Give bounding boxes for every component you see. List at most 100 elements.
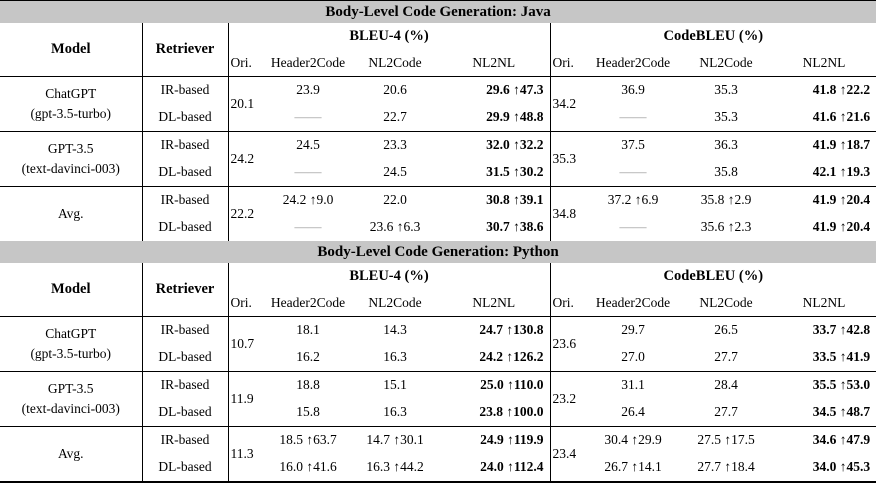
metric-cell: 26.7 ↑14.1 [586,454,680,483]
metric-cell: 41.6 ↑21.6 [812,109,871,125]
metric-cell: —— [294,219,322,235]
metric-cell: 30.8 ↑39.1 [438,186,550,214]
retriever-cell: IR-based [141,131,228,159]
metric-cell: 28.4 [680,371,772,399]
metric-cell: 35.8 ↑2.9 [680,186,772,214]
metric-cell: 16.3 ↑44.2 [352,454,438,483]
metric-cell: 27.0 [621,349,645,365]
metric-cell: 37.5 [586,131,680,159]
codebleu-ori-cell: 34.8 [549,186,586,241]
subheader-nl2code: NL2Code [699,54,753,70]
metric-cell: 26.5 [680,316,772,344]
metric-cell: —— [294,164,322,180]
col-header-model: Model [51,41,91,58]
metric-cell: 15.1 [352,371,438,399]
metric-cell: 24.7 ↑130.8 [438,316,550,344]
col-header-model: Model [51,281,91,298]
metric-cell: 31.5 ↑30.2 [486,164,544,180]
metric-cell: 29.9 ↑48.8 [486,109,544,125]
subheader-nl2code: NL2Code [368,294,422,310]
bleu-ori-cell: 24.2 [227,131,264,187]
codebleu-ori-cell: 23.6 [549,316,586,372]
col-header-retriever: Retriever [141,263,228,317]
retriever-cell: DL-based [141,159,228,187]
metric-cell: 16.3 [383,349,407,365]
metric-cell: 36.3 [680,131,772,159]
metric-cell: 24.2 ↑126.2 [479,349,544,365]
subheader-ori: Ori. [227,290,264,317]
metric-cell: 33.5 ↑41.9 [812,349,871,365]
model-cell: GPT-3.5 (text-davinci-003) [0,131,142,187]
metric-cell: —— [619,219,647,235]
metric-cell: 27.5 ↑17.5 [680,426,772,454]
subheader-header2code: Header2Code [595,294,671,310]
metric-cell: 33.7 ↑42.8 [772,316,876,344]
metric-cell: 41.9 ↑20.4 [772,186,876,214]
metric-cell: 41.9 ↑18.7 [772,131,876,159]
metric-cell: 23.3 [352,131,438,159]
subheader-nl2code: NL2Code [699,294,753,310]
metric-cell: 24.5 [383,164,407,180]
metric-cell: 35.5 ↑53.0 [772,371,876,399]
col-header-retriever: Retriever [141,23,228,77]
metric-cell: 29.7 [586,316,680,344]
metric-cell: 18.8 [264,371,352,399]
group-header-codebleu: CodeBLEU (%) [549,23,876,50]
subheader-header2code: Header2Code [595,54,671,70]
bleu-ori-cell: 11.3 [227,426,264,483]
group-header-bleu4: BLEU-4 (%) [227,263,550,290]
subheader-nl2nl: NL2NL [802,54,846,70]
subheader-ori: Ori. [227,50,264,77]
metric-cell: 24.9 ↑119.9 [438,426,550,454]
metric-cell: 18.5 ↑63.7 [264,426,352,454]
codebleu-ori-cell: 34.2 [549,76,586,132]
metric-cell: 15.8 [296,404,320,420]
metric-cell: 24.0 ↑112.4 [438,454,550,483]
retriever-cell: DL-based [141,454,228,483]
section-java-title-row: Body-Level Code Generation: Java [0,0,876,23]
retriever-cell: IR-based [141,316,228,344]
bleu-ori-cell: 22.2 [227,186,264,241]
model-cell: ChatGPT (gpt-3.5-turbo) [0,316,142,372]
retriever-cell: IR-based [141,371,228,399]
metric-cell: 20.6 [352,76,438,104]
subheader-nl2code: NL2Code [368,54,422,70]
metric-cell: 27.7 [714,349,738,365]
metric-cell: 23.9 [264,76,352,104]
metric-cell: 35.8 [714,164,738,180]
metric-cell: —— [294,109,322,125]
retriever-cell: DL-based [141,344,228,372]
metric-cell: —— [619,164,647,180]
retriever-cell: IR-based [141,186,228,214]
metric-cell: —— [619,109,647,125]
subheader-nl2nl: NL2NL [472,54,516,70]
retriever-cell: DL-based [141,399,228,427]
retriever-cell: DL-based [141,104,228,132]
metric-cell: 30.4 ↑29.9 [586,426,680,454]
subheader-ori: Ori. [549,290,586,317]
metric-cell: 34.0 ↑45.3 [772,454,876,483]
section-python-title-row: Body-Level Code Generation: Python [0,241,876,263]
retriever-cell: IR-based [141,426,228,454]
metric-cell: 23.6 ↑6.3 [369,219,421,235]
metric-cell: 41.9 ↑20.4 [812,219,871,235]
metric-cell: 14.7 ↑30.1 [352,426,438,454]
subheader-header2code: Header2Code [270,294,346,310]
metric-cell: 35.3 [680,76,772,104]
metric-cell: 34.6 ↑47.9 [772,426,876,454]
metric-cell: 16.2 [296,349,320,365]
metric-cell: 23.8 ↑100.0 [479,404,544,420]
metric-cell: 42.1 ↑19.3 [812,164,871,180]
codebleu-ori-cell: 23.4 [549,426,586,483]
metric-cell: 14.3 [352,316,438,344]
metric-cell: 25.0 ↑110.0 [438,371,550,399]
metric-cell: 26.4 [621,404,645,420]
bleu-ori-cell: 20.1 [227,76,264,132]
metric-cell: 37.2 ↑6.9 [586,186,680,214]
subheader-nl2nl: NL2NL [802,294,846,310]
metric-cell: 30.7 ↑38.6 [486,219,544,235]
metric-cell: 22.7 [383,109,407,125]
metric-cell: 22.0 [352,186,438,214]
section-title: Body-Level Code Generation: Java [0,0,876,23]
model-cell: ChatGPT (gpt-3.5-turbo) [0,76,142,132]
